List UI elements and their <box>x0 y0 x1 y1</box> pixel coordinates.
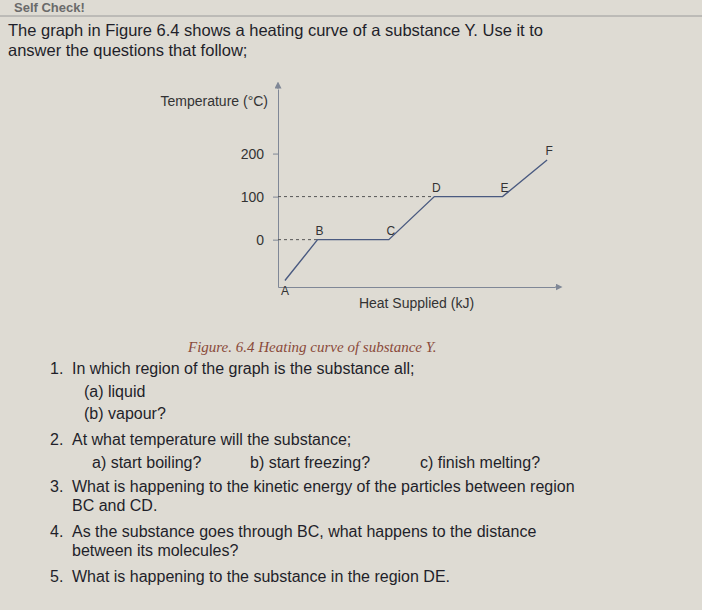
y-tick-label: 200 <box>241 146 265 162</box>
point-label: A <box>281 284 289 298</box>
question-number: 1. <box>50 360 63 377</box>
question-text: What is happening to the kinetic energy … <box>72 478 575 495</box>
y-tick-mark <box>273 197 278 198</box>
header: Self Check! <box>14 0 85 15</box>
x-axis-arrow <box>555 287 559 288</box>
question-text: between its molecules? <box>72 542 238 559</box>
guide-line <box>278 239 318 240</box>
point-label: D <box>432 181 441 195</box>
question-number: 4. <box>50 523 63 540</box>
guide-line <box>278 196 434 197</box>
point-label: E <box>501 181 509 195</box>
y-axis-arrow <box>278 85 279 89</box>
x-axis <box>279 287 556 288</box>
question-number: 5. <box>50 568 63 585</box>
question-text: As the substance goes through BC, what h… <box>72 523 536 540</box>
question-part: b) start freezing? <box>250 454 370 471</box>
question-part: c) finish melting? <box>420 454 540 471</box>
question-number: 3. <box>50 478 63 495</box>
y-axis-title: Temperature (°C) <box>160 93 268 109</box>
y-axis-line <box>278 90 279 288</box>
y-tick-label: 100 <box>241 189 265 205</box>
header-rule <box>0 16 702 17</box>
question-text: What is happening to the substance in th… <box>72 568 450 585</box>
y-tick: 0 <box>256 232 278 248</box>
intro-line: answer the questions that follow; <box>8 41 247 59</box>
x-axis-line <box>279 287 556 288</box>
y-tick: 100 <box>241 189 278 205</box>
question-text: At what temperature will the substance; <box>72 431 351 448</box>
point-label: F <box>545 144 552 158</box>
question-part: (a) liquid <box>84 383 145 400</box>
question-part: a) start boiling? <box>92 454 201 471</box>
caption: Figure. 6.4 Heating curve of substance Y… <box>187 339 436 355</box>
x-axis-title: Heat Supplied (kJ) <box>359 295 474 311</box>
point-label: B <box>316 224 324 238</box>
heating-curve <box>285 160 547 281</box>
question-text: BC and CD. <box>72 497 157 514</box>
point-label: C <box>386 224 395 238</box>
question-text: In which region of the graph is the subs… <box>72 360 414 377</box>
y-tick-mark <box>273 154 278 155</box>
question-part: (b) vapour? <box>84 405 166 422</box>
y-tick-label: 0 <box>256 232 264 248</box>
y-tick: 200 <box>241 146 278 162</box>
plot-area <box>278 160 547 281</box>
y-tick-mark <box>273 240 278 241</box>
question-number: 2. <box>50 431 63 448</box>
intro-line: The graph in Figure 6.4 shows a heating … <box>8 21 543 39</box>
y-axis: 0 100 200 <box>241 90 279 288</box>
page: Self Check! The graph in Figure 6.4 shows… <box>0 0 702 610</box>
